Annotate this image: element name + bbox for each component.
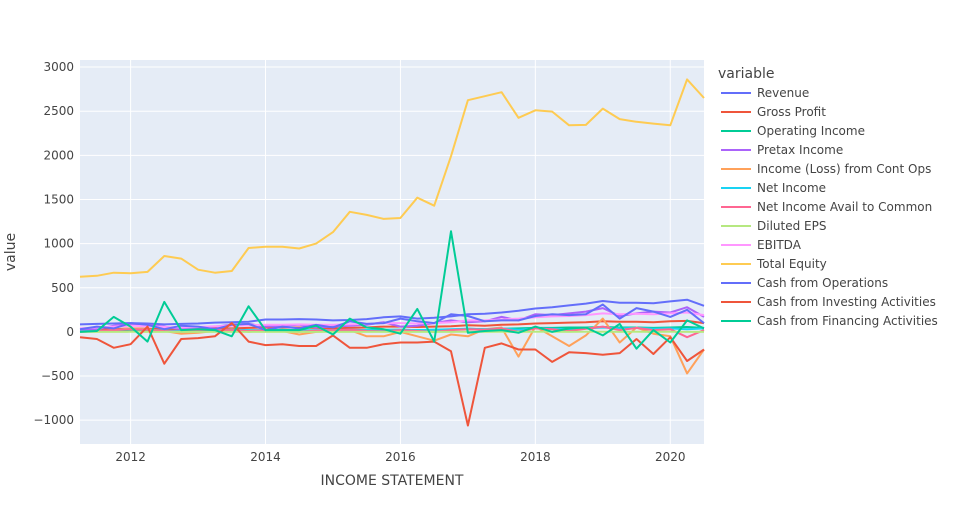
y-tick-label: 0 — [66, 325, 74, 339]
y-axis-ticks: −1000 −500 0 500 1000 1500 2000 2500 3000 — [33, 60, 74, 427]
series-line-9 — [79, 78, 705, 278]
y-tick-label: 500 — [51, 281, 74, 295]
series-line-10 — [79, 303, 705, 332]
x-tick-label: 2018 — [520, 450, 551, 464]
legend-entry-label: Gross Profit — [757, 105, 826, 119]
x-tick-label: 2016 — [385, 450, 416, 464]
legend-entry-label: Pretax Income — [757, 143, 843, 157]
series-line-12 — [79, 230, 705, 350]
legend-entry-label: Net Income — [757, 181, 826, 195]
series-line-3 — [79, 306, 705, 332]
x-axis-ticks: 2012 2014 2016 2018 2020 — [115, 450, 685, 464]
legend-entry-label: Operating Income — [757, 124, 865, 138]
legend-entry-label: Cash from Financing Activities — [757, 314, 938, 328]
legend-items: Revenue Gross Profit Operating Income Preta… — [721, 86, 938, 328]
y-axis-title: value — [3, 233, 19, 271]
series-layer — [79, 78, 705, 427]
y-tick-label: 2000 — [43, 148, 74, 162]
y-tick-label: −1000 — [33, 413, 74, 427]
legend-entry-label: Cash from Investing Activities — [757, 295, 936, 309]
y-tick-label: 1500 — [43, 192, 74, 206]
series-line-0 — [79, 298, 705, 326]
legend: variable Revenue Gross Profit Operating In… — [718, 66, 938, 328]
x-axis-title: INCOME STATEMENT — [321, 473, 464, 489]
series-line-4 — [79, 317, 705, 375]
y-tick-label: 1000 — [43, 237, 74, 251]
legend-entry-label: Net Income Avail to Common — [757, 200, 932, 214]
legend-entry-label: Revenue — [757, 86, 809, 100]
legend-entry-label: Diluted EPS — [757, 219, 826, 233]
y-tick-label: −500 — [41, 369, 74, 383]
series-line-11 — [79, 322, 705, 427]
x-tick-label: 2020 — [655, 450, 686, 464]
legend-entry-label: Income (Loss) from Cont Ops — [757, 162, 931, 176]
x-tick-label: 2014 — [250, 450, 281, 464]
y-tick-label: 3000 — [43, 60, 74, 74]
legend-entry-label: Cash from Operations — [757, 276, 888, 290]
y-tick-label: 2500 — [43, 104, 74, 118]
plot-background — [80, 60, 704, 444]
legend-title: variable — [718, 66, 774, 82]
legend-entry-label: EBITDA — [757, 238, 802, 252]
legend-entry-label: Total Equity — [756, 257, 827, 271]
series-line-8 — [79, 311, 705, 330]
x-tick-label: 2012 — [115, 450, 146, 464]
